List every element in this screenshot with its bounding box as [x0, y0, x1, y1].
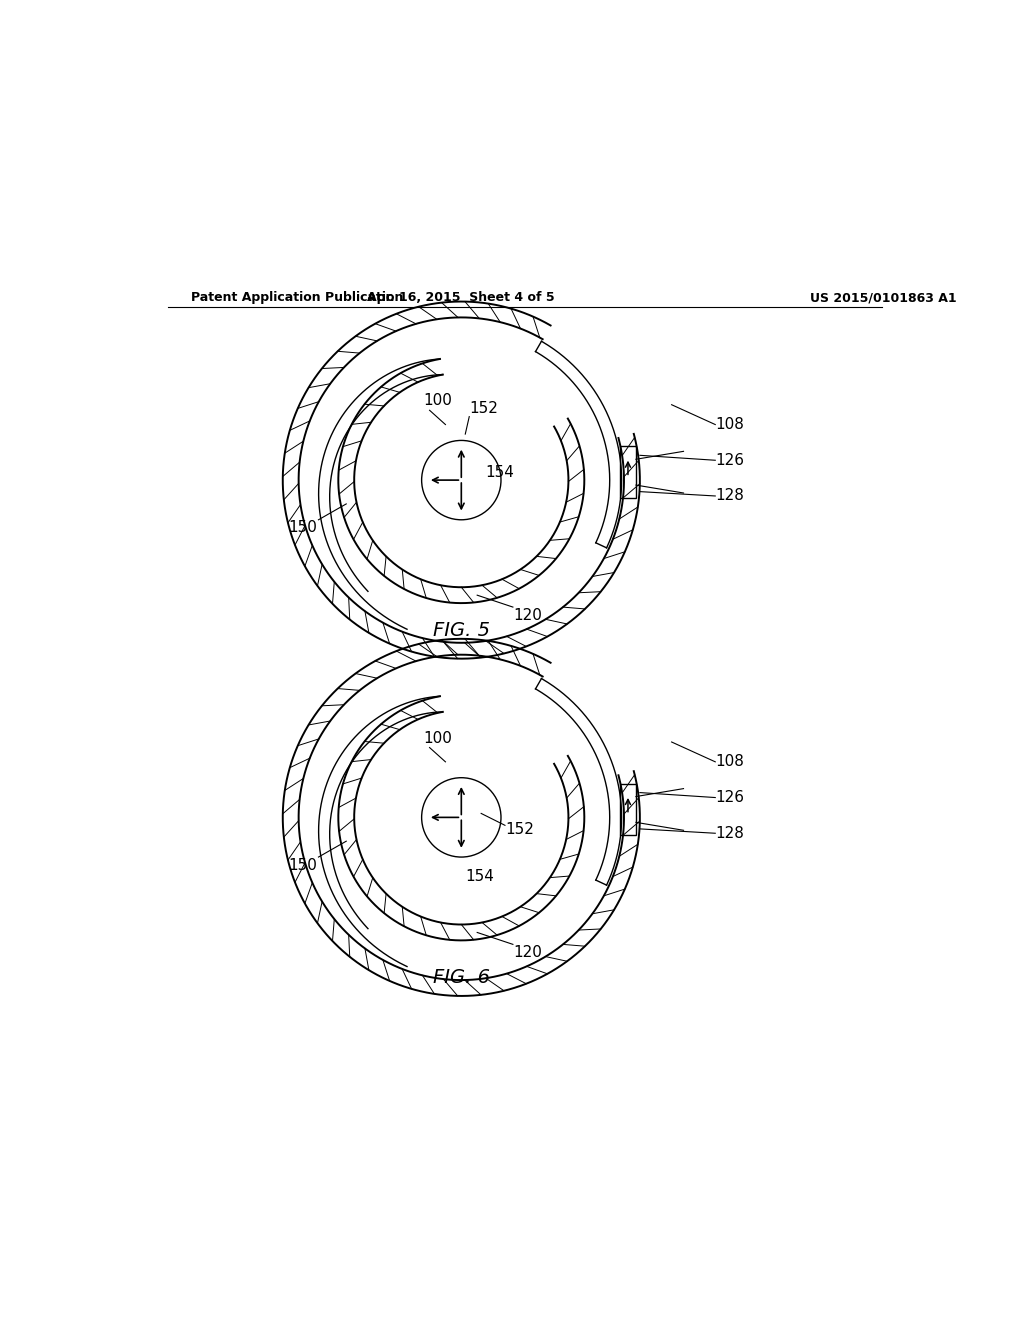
Text: 128: 128: [715, 826, 744, 841]
Text: 100: 100: [423, 393, 452, 408]
Text: 150: 150: [288, 520, 317, 535]
Text: US 2015/0101863 A1: US 2015/0101863 A1: [811, 292, 957, 304]
Text: FIG. 6: FIG. 6: [433, 968, 489, 987]
Text: 120: 120: [513, 945, 542, 960]
Bar: [620, 784, 636, 836]
Text: 150: 150: [288, 858, 317, 873]
Text: Patent Application Publication: Patent Application Publication: [191, 292, 403, 304]
Text: 100: 100: [423, 730, 452, 746]
Bar: [620, 446, 636, 498]
Text: 108: 108: [715, 417, 744, 432]
Text: 152: 152: [505, 822, 534, 837]
Text: 154: 154: [465, 870, 495, 884]
Text: 128: 128: [715, 488, 744, 503]
Text: 120: 120: [513, 607, 542, 623]
Text: 152: 152: [469, 401, 498, 416]
Text: 126: 126: [715, 453, 744, 467]
Text: Apr. 16, 2015  Sheet 4 of 5: Apr. 16, 2015 Sheet 4 of 5: [368, 292, 555, 304]
Text: 108: 108: [715, 754, 744, 770]
Text: FIG. 5: FIG. 5: [433, 622, 489, 640]
Text: 126: 126: [715, 791, 744, 805]
Text: 154: 154: [485, 465, 514, 479]
